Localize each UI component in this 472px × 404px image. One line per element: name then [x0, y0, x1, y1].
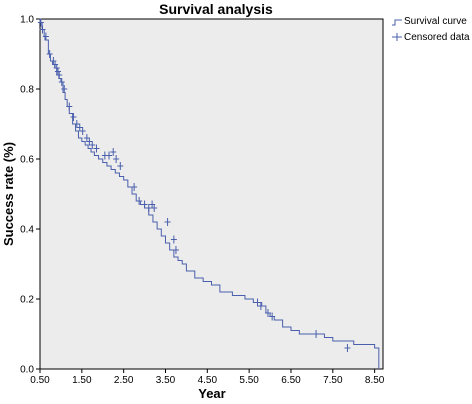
censored-point — [172, 246, 179, 254]
censored-point — [66, 102, 73, 111]
x-tick-label: 6.50 — [281, 375, 301, 386]
censored-point — [37, 18, 44, 27]
censored-point — [76, 123, 83, 132]
legend-censored-data-label: Censored data — [404, 32, 470, 43]
y-tick-label: 0.6 — [20, 155, 34, 166]
plot-area — [39, 18, 384, 370]
chart-title: Survival analysis — [159, 1, 273, 17]
legend: Survival curve Censored data — [392, 16, 470, 43]
legend-survival-curve: Survival curve — [392, 16, 467, 27]
censored-point — [131, 183, 138, 191]
censored-point — [151, 204, 158, 212]
censored-point — [117, 162, 124, 170]
censored-point — [257, 302, 264, 310]
censored-point — [170, 235, 177, 244]
x-axis: 0.50 1.50 2.50 3.50 4.50 5.50 6.50 7.50 8.50 — [30, 369, 385, 386]
censored-point — [89, 141, 96, 149]
x-axis-label: Year — [198, 386, 225, 401]
censored-point — [110, 148, 117, 156]
censored-point — [42, 32, 49, 41]
legend-survival-curve-label: Survival curve — [404, 16, 467, 27]
censored-point — [61, 85, 68, 93]
y-tick-label: 0.0 — [20, 365, 34, 376]
censored-point — [254, 298, 261, 307]
x-tick-label: 0.50 — [30, 375, 50, 386]
x-tick-label: 2.50 — [114, 375, 134, 386]
censored-point — [56, 71, 63, 79]
y-tick-label: 0.8 — [20, 85, 34, 96]
censored-point — [93, 144, 100, 153]
censored-point — [136, 197, 143, 205]
censored-point — [53, 64, 60, 72]
legend-censored-data: Censored data — [392, 32, 470, 43]
x-tick-label: 5.50 — [239, 375, 259, 386]
censored-point — [83, 134, 90, 142]
y-tick-label: 0.2 — [20, 295, 34, 306]
censored-point — [106, 151, 113, 160]
censored-point — [264, 309, 271, 317]
y-axis-label: Success rate (%) — [1, 142, 16, 246]
censored-point — [141, 200, 148, 209]
censored-point — [113, 155, 120, 163]
x-tick-label: 8.50 — [365, 375, 385, 386]
censored-point — [70, 113, 77, 121]
censored-point — [46, 50, 53, 58]
x-tick-label: 1.50 — [72, 375, 92, 386]
censored-point — [145, 204, 152, 212]
censored-point — [79, 127, 86, 135]
censored-point — [344, 344, 351, 352]
y-tick-label: 0.4 — [20, 225, 34, 236]
censored-point — [313, 330, 320, 338]
y-tick-label: 1.0 — [20, 15, 34, 26]
censored-point — [164, 218, 171, 226]
x-tick-label: 4.50 — [198, 375, 218, 386]
censored-point — [58, 78, 65, 86]
x-tick-label: 7.50 — [323, 375, 343, 386]
legend-survival-curve-swatch — [392, 19, 402, 26]
censored-point — [86, 137, 93, 146]
censored-point — [73, 120, 80, 128]
censored-point — [269, 312, 276, 321]
censored-point — [54, 67, 61, 76]
legend-censored-data-swatch — [392, 33, 402, 41]
censored-data-series — [37, 18, 351, 352]
censored-point — [39, 25, 46, 34]
y-axis: 0.0 0.2 0.4 0.6 0.8 1.0 — [20, 15, 40, 376]
x-tick-label: 3.50 — [156, 375, 176, 386]
